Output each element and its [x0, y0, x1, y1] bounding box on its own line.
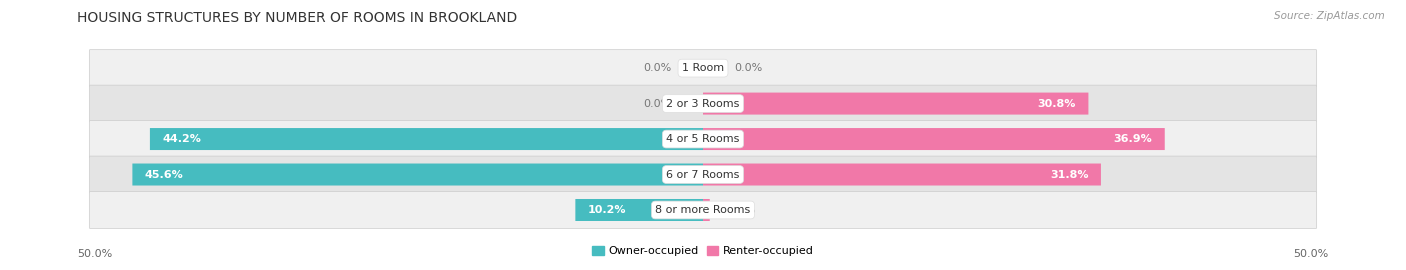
Text: 0.0%: 0.0% [644, 99, 672, 109]
Text: 45.6%: 45.6% [145, 170, 184, 180]
FancyBboxPatch shape [90, 121, 1316, 157]
FancyBboxPatch shape [90, 191, 1316, 228]
Text: 1 Room: 1 Room [682, 63, 724, 73]
FancyBboxPatch shape [150, 128, 703, 150]
Text: 6 or 7 Rooms: 6 or 7 Rooms [666, 170, 740, 180]
Text: 0.54%: 0.54% [720, 205, 755, 215]
Text: 8 or more Rooms: 8 or more Rooms [655, 205, 751, 215]
Text: 2 or 3 Rooms: 2 or 3 Rooms [666, 99, 740, 109]
FancyBboxPatch shape [703, 199, 710, 221]
Legend: Owner-occupied, Renter-occupied: Owner-occupied, Renter-occupied [588, 242, 818, 261]
FancyBboxPatch shape [575, 199, 703, 221]
Text: 36.9%: 36.9% [1114, 134, 1153, 144]
Text: 31.8%: 31.8% [1050, 170, 1088, 180]
FancyBboxPatch shape [703, 93, 1088, 114]
Text: 50.0%: 50.0% [1294, 249, 1329, 259]
Text: 0.0%: 0.0% [644, 63, 672, 73]
FancyBboxPatch shape [132, 164, 703, 185]
FancyBboxPatch shape [703, 164, 1101, 185]
FancyBboxPatch shape [703, 128, 1164, 150]
Text: 44.2%: 44.2% [163, 134, 201, 144]
Text: 50.0%: 50.0% [77, 249, 112, 259]
Text: 10.2%: 10.2% [588, 205, 627, 215]
Text: 30.8%: 30.8% [1038, 99, 1076, 109]
Text: HOUSING STRUCTURES BY NUMBER OF ROOMS IN BROOKLAND: HOUSING STRUCTURES BY NUMBER OF ROOMS IN… [77, 11, 517, 25]
FancyBboxPatch shape [90, 85, 1316, 122]
Text: Source: ZipAtlas.com: Source: ZipAtlas.com [1274, 11, 1385, 21]
Text: 4 or 5 Rooms: 4 or 5 Rooms [666, 134, 740, 144]
Text: 0.0%: 0.0% [734, 63, 762, 73]
FancyBboxPatch shape [90, 50, 1316, 87]
FancyBboxPatch shape [90, 156, 1316, 193]
